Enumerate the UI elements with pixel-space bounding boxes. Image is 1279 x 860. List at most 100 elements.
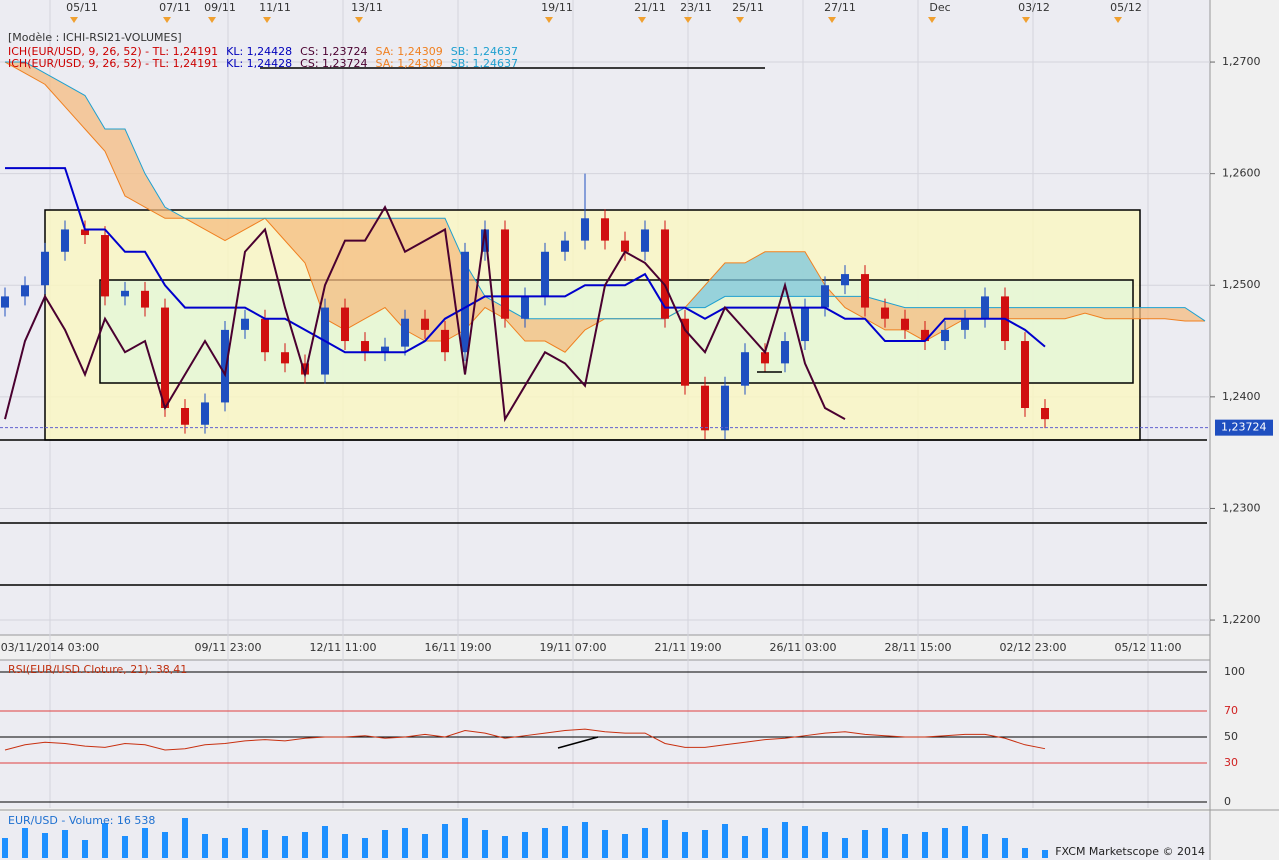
volume-bar [602, 830, 608, 858]
candle-body [261, 318, 269, 353]
volume-bar [322, 826, 328, 858]
x-tick-label: 28/11 15:00 [885, 641, 952, 654]
cloud-segment [485, 296, 505, 319]
rsi-panel [0, 660, 1210, 808]
x-tick-label: 09/11 23:00 [195, 641, 262, 654]
event-marker [928, 17, 936, 23]
candle-body [841, 274, 849, 286]
legend: ICH(EUR/USD, 9, 26, 52) - TL: 1,24191 KL:… [8, 45, 518, 58]
volume-bar [522, 832, 528, 858]
candle-body [741, 352, 749, 386]
volume-bar [942, 828, 948, 858]
volume-bar [22, 828, 28, 858]
last-price-box [1215, 419, 1273, 436]
candle-body [241, 318, 249, 330]
candle-body [681, 318, 689, 386]
volume-bar [882, 828, 888, 858]
cloud-segment [145, 173, 165, 219]
top-date-label: 11/11 [259, 1, 291, 14]
cloud-segment [1045, 307, 1065, 319]
candle-body [561, 240, 569, 252]
volume-bar [482, 830, 488, 858]
candle-body [81, 229, 89, 236]
cloud-segment [85, 95, 105, 152]
cloud-segment [65, 84, 85, 130]
legend-item: CS: 1,23724 [300, 57, 367, 70]
volume-bar [982, 834, 988, 858]
top-date-label: 21/11 [634, 1, 666, 14]
candle-body [981, 296, 989, 319]
cloud-segment [125, 129, 145, 208]
cloud-segment [1085, 307, 1105, 319]
legend-item: SB: 1,24637 [451, 57, 518, 70]
cloud-segment [385, 218, 405, 330]
volume-bar [462, 818, 468, 858]
volume-bar [282, 836, 288, 858]
y-tick-label: 100 [1224, 665, 1245, 678]
cloud-segment [785, 251, 805, 297]
candle-body [761, 352, 769, 364]
candle-body [301, 363, 309, 375]
cloud-segment [1005, 307, 1025, 319]
event-marker [263, 17, 271, 23]
volume-bar [562, 826, 568, 858]
candle-body [961, 318, 969, 330]
x-tick-label: 26/11 03:00 [770, 641, 837, 654]
cloud-segment [965, 307, 985, 319]
legend: ICH(EUR/USD, 9, 26, 52) - TL: 1,24191 KL:… [8, 57, 518, 70]
top-date-label: 09/11 [204, 1, 236, 14]
volume-bar [702, 830, 708, 858]
candle-body [21, 285, 29, 297]
event-marker [684, 17, 692, 23]
candle-body [41, 251, 49, 286]
candle-body [421, 318, 429, 330]
candle-body [181, 408, 189, 425]
event-marker [1022, 17, 1030, 23]
event-marker [208, 17, 216, 23]
cloud-segment [365, 218, 385, 319]
volume-bar [922, 832, 928, 858]
volume-bar [682, 832, 688, 858]
candle-body [921, 329, 929, 342]
cloud-segment [25, 62, 45, 85]
y-tick-label: 1,2300 [1222, 501, 1261, 514]
volume-bar [442, 824, 448, 858]
candle-body [121, 290, 129, 297]
volume-bar [1022, 848, 1028, 858]
cloud-segment [425, 218, 445, 342]
volume-bar [102, 823, 108, 858]
volume-bar [362, 838, 368, 858]
x-tick-label: 05/12 11:00 [1115, 641, 1182, 654]
x-tick-label: 02/12 23:00 [1000, 641, 1067, 654]
candle-body [941, 329, 949, 342]
candle-body [781, 341, 789, 364]
footer: FXCM Marketscope © 2014 [1055, 845, 1205, 858]
cloud-segment [845, 296, 865, 319]
candle-body [341, 307, 349, 342]
cloud-segment [985, 307, 1005, 319]
volume-bar [862, 830, 868, 858]
event-marker [736, 17, 744, 23]
x-tick-label: 21/11 19:00 [655, 641, 722, 654]
event-marker [1114, 17, 1122, 23]
y-tick-label: 0 [1224, 795, 1231, 808]
volume-bar [902, 834, 908, 858]
y-tick-label: 1,2700 [1222, 55, 1261, 68]
candle-body [521, 296, 529, 319]
cloud-segment [345, 218, 365, 330]
legend-item: SB: 1,24637 [451, 45, 518, 58]
volume-bar [342, 834, 348, 858]
candle-body [901, 318, 909, 330]
volume-bar [802, 826, 808, 858]
cloud-segment [1145, 307, 1165, 319]
drawn-box [99, 279, 1134, 384]
drawn-line [557, 736, 599, 749]
volume-bar [62, 830, 68, 858]
event-marker [545, 17, 553, 23]
candle-body [581, 218, 589, 241]
candle-body [621, 240, 629, 252]
cloud-segment [225, 218, 245, 241]
candle-body [1, 296, 9, 308]
candle-body [801, 307, 809, 342]
cloud-segment [305, 218, 325, 319]
